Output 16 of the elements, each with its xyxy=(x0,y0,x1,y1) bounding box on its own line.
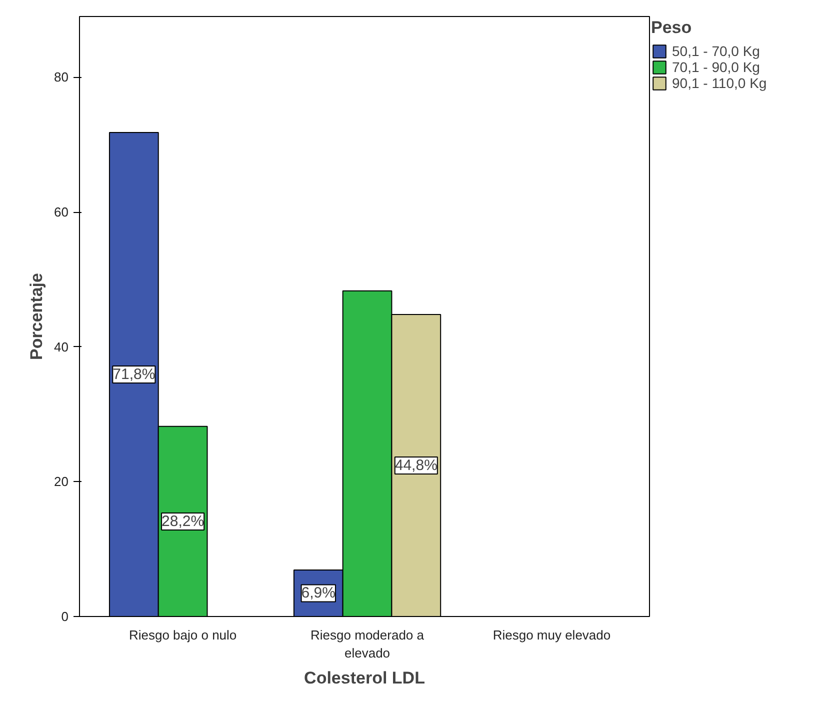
data-label: 6,9% xyxy=(301,584,336,602)
y-tick-label: 80 xyxy=(54,70,69,85)
y-tick-label: 40 xyxy=(54,339,69,354)
legend-label: 90,1 - 110,0 Kg xyxy=(672,75,767,91)
x-tick-label: Riesgo bajo o nulo xyxy=(128,628,237,642)
data-label: 28,2% xyxy=(162,512,204,530)
legend-label: 70,1 - 90,0 Kg xyxy=(672,59,760,75)
x-tick-label: Riesgo moderado a elevado xyxy=(310,628,425,660)
y-tick-label: 20 xyxy=(54,474,69,490)
y-tick-label: 60 xyxy=(54,204,69,220)
x-axis-title: Colesterol LDL xyxy=(304,668,425,688)
y-axis-title: Porcentaje xyxy=(27,273,46,360)
legend-label: 50,1 - 70,0 Kg xyxy=(672,43,760,59)
legend-title: Peso xyxy=(651,18,693,38)
y-tick-label: 0 xyxy=(61,609,69,624)
x-tick-label: Riesgo muy elevado xyxy=(492,628,611,642)
